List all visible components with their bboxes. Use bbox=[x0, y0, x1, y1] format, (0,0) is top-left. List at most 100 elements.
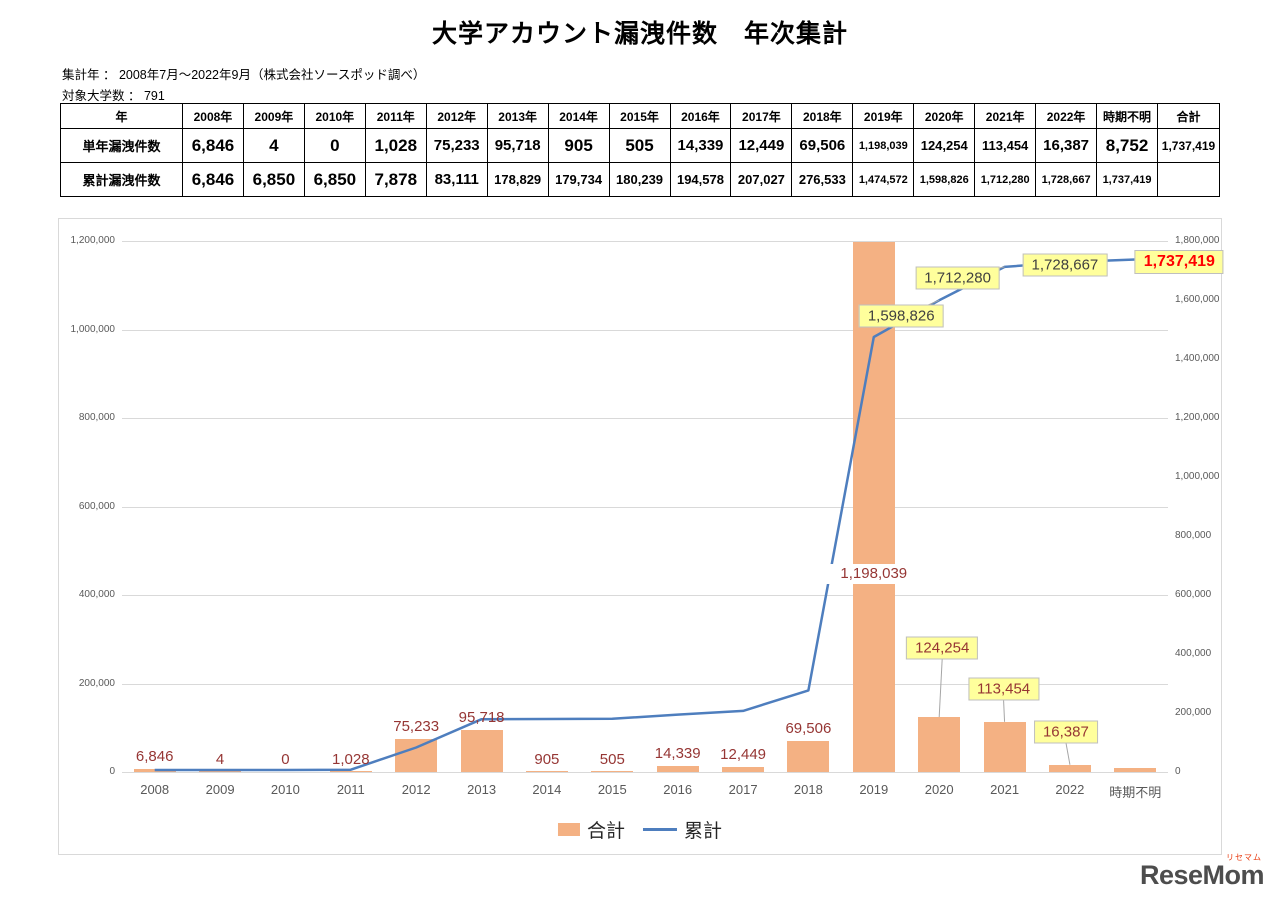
x-axis-label: 2020 bbox=[924, 782, 954, 797]
table-year-header: 2018年 bbox=[791, 103, 854, 129]
table-cell: 6,850 bbox=[242, 162, 305, 197]
logo-text: ReseMom bbox=[1139, 860, 1265, 890]
table-cell: 505 bbox=[608, 128, 671, 163]
line-data-label-callout: 1,598,826 bbox=[858, 304, 944, 328]
legend-item-cumulative: 累計 bbox=[643, 816, 722, 843]
table-row: 単年漏洩件数 6,846 4 0 1,028 75,233 95,718 905 505 14,3… bbox=[60, 128, 1220, 163]
legend-total-label: 合計 bbox=[586, 821, 625, 842]
gridline bbox=[122, 329, 1168, 331]
x-axis-label: 2014 bbox=[532, 782, 562, 797]
x-axis-label: 2021 bbox=[990, 782, 1020, 797]
table-cell: 83,111 bbox=[425, 162, 488, 197]
right-axis-tick-label: 400,000 bbox=[1175, 648, 1212, 659]
label-leader-line bbox=[1065, 742, 1071, 765]
legend-item-total: 合計 bbox=[557, 816, 625, 843]
legend-line-swatch bbox=[643, 828, 677, 831]
left-axis-tick-label: 0 bbox=[109, 766, 115, 777]
table-year-header: 2019年 bbox=[852, 103, 915, 129]
table-cell: 1,737,419 bbox=[1157, 128, 1220, 163]
bar-data-label: 505 bbox=[599, 750, 625, 768]
gridline bbox=[122, 595, 1168, 596]
page-title: 大学アカウント漏洩件数 年次集計 bbox=[431, 20, 848, 48]
bar-時期不明 bbox=[1114, 768, 1157, 772]
table-cell: 95,718 bbox=[486, 128, 549, 163]
table-year-header: 時期不明 bbox=[1096, 103, 1158, 129]
x-axis-label: 2013 bbox=[467, 782, 497, 797]
table-cell: 6,846 bbox=[182, 128, 244, 163]
survey-period-text: 集計年 ： 2008年7月～2022年9月（株式会社ソースポッド調べ） bbox=[62, 68, 426, 82]
right-axis-tick-label: 1,800,000 bbox=[1175, 235, 1220, 246]
table-year-header: 2013年 bbox=[486, 103, 549, 129]
gridline bbox=[122, 418, 1168, 419]
table-year-header: 2012年 bbox=[425, 103, 488, 129]
table-cell: 6,846 bbox=[182, 162, 244, 197]
gridline bbox=[122, 506, 1168, 508]
table-cell: 276,533 bbox=[791, 162, 854, 197]
left-axis-tick-label: 600,000 bbox=[78, 500, 115, 512]
bar-data-label: 6,846 bbox=[135, 748, 174, 765]
logo-ruby-text: リセマム bbox=[1226, 853, 1262, 862]
table-cell: 905 bbox=[547, 128, 610, 163]
x-axis-label: 2015 bbox=[597, 782, 627, 797]
yearly-leak-table: 年 2008年 2009年 2010年 2011年 2012年 2013年 2014年 2015… bbox=[60, 103, 1220, 197]
resemom-logo: リセマム ReseMom bbox=[1139, 853, 1265, 891]
table-year-header: 2017年 bbox=[730, 103, 793, 129]
table-year-header: 2022年 bbox=[1035, 103, 1098, 129]
bar-data-label-callout: 16,387 bbox=[1033, 720, 1098, 744]
left-axis-tick-label: 200,000 bbox=[78, 677, 115, 689]
table-cell: 7,878 bbox=[364, 162, 427, 197]
right-axis-tick-label: 200,000 bbox=[1175, 707, 1212, 718]
bar-2021 bbox=[983, 721, 1026, 772]
table-year-header: 2015年 bbox=[608, 103, 671, 129]
table-cell: 1,028 bbox=[364, 128, 427, 163]
bar-data-label-callout: 113,454 bbox=[968, 677, 1040, 701]
target-universities-text: 対象大学数 ： 791 bbox=[62, 89, 165, 103]
x-axis-label: 2010 bbox=[270, 782, 300, 797]
x-axis-label: 2018 bbox=[793, 782, 823, 797]
x-axis-label: 2022 bbox=[1055, 782, 1085, 797]
table-year-header: 2014年 bbox=[547, 103, 610, 129]
table-row: 累計漏洩件数 6,846 6,850 6,850 7,878 83,111 178,829 1… bbox=[60, 162, 1220, 197]
table-cell: 8,752 bbox=[1096, 128, 1158, 163]
table-year-header: 2008年 bbox=[182, 103, 244, 129]
table-cell: 0 bbox=[303, 128, 366, 163]
bar-data-label: 12,449 bbox=[720, 745, 767, 763]
bar-2017 bbox=[722, 766, 765, 772]
table-cell: 1,737,419 bbox=[1096, 162, 1158, 197]
x-axis-label: 2011 bbox=[336, 782, 365, 797]
line-data-label-callout: 1,728,667 bbox=[1022, 253, 1108, 277]
table-year-header: 2009年 bbox=[242, 103, 305, 129]
bar-data-label: 95,718 bbox=[458, 708, 505, 726]
legend-cumulative-label: 累計 bbox=[684, 821, 723, 842]
table-corner-header: 年 bbox=[60, 103, 183, 129]
bar-2022 bbox=[1048, 764, 1091, 772]
chart-area: 合計 累計 0 200,000 400,000 600,000 800,000 1,000… bbox=[58, 218, 1224, 855]
bar-data-label: 1,028 bbox=[332, 750, 370, 768]
right-axis-tick-label: 1,000,000 bbox=[1175, 471, 1220, 482]
table-year-header: 2021年 bbox=[974, 103, 1037, 129]
right-axis-tick-label: 0 bbox=[1175, 766, 1181, 777]
table-cell: 69,506 bbox=[791, 128, 854, 163]
bar-data-label: 69,506 bbox=[785, 720, 832, 738]
table-cell: 1,712,280 bbox=[974, 162, 1037, 197]
line-data-label-callout: 1,712,280 bbox=[915, 266, 1000, 290]
left-axis-tick-label: 1,200,000 bbox=[70, 235, 116, 246]
table-cell: 1,598,826 bbox=[913, 162, 976, 197]
line-data-label-callout: 1,737,419 bbox=[1134, 249, 1224, 274]
bar-2020 bbox=[918, 717, 961, 772]
right-axis-tick-label: 1,600,000 bbox=[1175, 294, 1220, 305]
bar-data-label: 4 bbox=[215, 751, 225, 768]
label-leader-line bbox=[1003, 699, 1006, 722]
bar-2014 bbox=[525, 771, 568, 772]
bar-2011 bbox=[329, 771, 372, 772]
x-axis-label: 2009 bbox=[205, 782, 235, 797]
table-cell: 178,829 bbox=[486, 162, 549, 197]
bar-data-label: 0 bbox=[281, 751, 290, 768]
right-axis-tick-label: 1,200,000 bbox=[1175, 412, 1220, 423]
table-cell: 16,387 bbox=[1035, 128, 1098, 163]
gridline bbox=[122, 241, 1168, 242]
bar-data-label: 1,198,039 bbox=[825, 564, 922, 584]
table-row-label: 単年漏洩件数 bbox=[60, 128, 183, 163]
table-cell: 1,728,667 bbox=[1035, 162, 1098, 197]
bar-2015 bbox=[591, 771, 634, 772]
